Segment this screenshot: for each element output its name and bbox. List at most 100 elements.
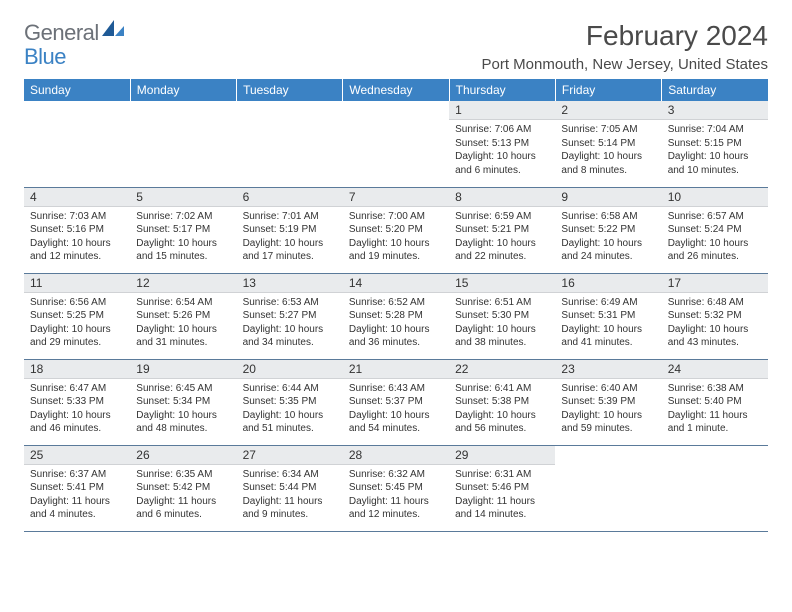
daylight-text: Daylight: 11 hours and 4 minutes. (30, 495, 124, 522)
day-content: Sunrise: 7:05 AMSunset: 5:14 PMDaylight:… (555, 120, 661, 181)
daylight-text: Daylight: 10 hours and 26 minutes. (668, 237, 762, 264)
daylight-text: Daylight: 10 hours and 22 minutes. (455, 237, 549, 264)
daylight-text: Daylight: 10 hours and 46 minutes. (30, 409, 124, 436)
calendar-cell: . (555, 445, 661, 531)
day-number: 21 (343, 360, 449, 379)
sunrise-text: Sunrise: 6:35 AM (136, 468, 230, 482)
sunset-text: Sunset: 5:42 PM (136, 481, 230, 495)
daylight-text: Daylight: 10 hours and 41 minutes. (561, 323, 655, 350)
day-content: Sunrise: 6:43 AMSunset: 5:37 PMDaylight:… (343, 379, 449, 440)
calendar-cell: 19Sunrise: 6:45 AMSunset: 5:34 PMDayligh… (130, 359, 236, 445)
weekday-header: Saturday (662, 79, 768, 101)
weekday-header: Wednesday (343, 79, 449, 101)
sunrise-text: Sunrise: 6:56 AM (30, 296, 124, 310)
day-number: 14 (343, 274, 449, 293)
daylight-text: Daylight: 10 hours and 17 minutes. (243, 237, 337, 264)
calendar-cell: 4Sunrise: 7:03 AMSunset: 5:16 PMDaylight… (24, 187, 130, 273)
sunset-text: Sunset: 5:14 PM (561, 137, 655, 151)
calendar-cell: 24Sunrise: 6:38 AMSunset: 5:40 PMDayligh… (662, 359, 768, 445)
calendar-cell: 12Sunrise: 6:54 AMSunset: 5:26 PMDayligh… (130, 273, 236, 359)
sunset-text: Sunset: 5:45 PM (349, 481, 443, 495)
sunrise-text: Sunrise: 6:38 AM (668, 382, 762, 396)
day-content: Sunrise: 6:48 AMSunset: 5:32 PMDaylight:… (662, 293, 768, 354)
daylight-text: Daylight: 10 hours and 8 minutes. (561, 150, 655, 177)
day-number: 29 (449, 446, 555, 465)
sunrise-text: Sunrise: 6:57 AM (668, 210, 762, 224)
sunrise-text: Sunrise: 6:45 AM (136, 382, 230, 396)
calendar-week-row: 25Sunrise: 6:37 AMSunset: 5:41 PMDayligh… (24, 445, 768, 531)
sunrise-text: Sunrise: 6:58 AM (561, 210, 655, 224)
calendar-week-row: 4Sunrise: 7:03 AMSunset: 5:16 PMDaylight… (24, 187, 768, 273)
day-number: 5 (130, 188, 236, 207)
weekday-header: Tuesday (237, 79, 343, 101)
calendar-cell: 15Sunrise: 6:51 AMSunset: 5:30 PMDayligh… (449, 273, 555, 359)
sunset-text: Sunset: 5:32 PM (668, 309, 762, 323)
sunset-text: Sunset: 5:15 PM (668, 137, 762, 151)
day-content: Sunrise: 6:54 AMSunset: 5:26 PMDaylight:… (130, 293, 236, 354)
day-number: 3 (662, 101, 768, 120)
day-number: 8 (449, 188, 555, 207)
day-content: Sunrise: 6:37 AMSunset: 5:41 PMDaylight:… (24, 465, 130, 526)
calendar-cell: 28Sunrise: 6:32 AMSunset: 5:45 PMDayligh… (343, 445, 449, 531)
day-number: 26 (130, 446, 236, 465)
day-number: 1 (449, 101, 555, 120)
day-number: 2 (555, 101, 661, 120)
day-content: Sunrise: 6:49 AMSunset: 5:31 PMDaylight:… (555, 293, 661, 354)
day-content: Sunrise: 6:34 AMSunset: 5:44 PMDaylight:… (237, 465, 343, 526)
calendar-cell: . (130, 101, 236, 187)
sunset-text: Sunset: 5:19 PM (243, 223, 337, 237)
calendar-week-row: 18Sunrise: 6:47 AMSunset: 5:33 PMDayligh… (24, 359, 768, 445)
calendar-cell: . (662, 445, 768, 531)
logo-text-general: General (24, 20, 99, 46)
sunrise-text: Sunrise: 6:40 AM (561, 382, 655, 396)
daylight-text: Daylight: 10 hours and 38 minutes. (455, 323, 549, 350)
sunrise-text: Sunrise: 6:53 AM (243, 296, 337, 310)
calendar-cell: . (24, 101, 130, 187)
sunrise-text: Sunrise: 6:44 AM (243, 382, 337, 396)
calendar-cell: 26 Sunrise: 6:35 AMSunset: 5:42 PMDayligh… (130, 445, 236, 531)
daylight-text: Daylight: 11 hours and 6 minutes. (136, 495, 230, 522)
calendar-cell: 11Sunrise: 6:56 AMSunset: 5:25 PMDayligh… (24, 273, 130, 359)
header: General February 2024 Port Monmouth, New… (24, 20, 768, 73)
sunrise-text: Sunrise: 7:02 AM (136, 210, 230, 224)
sunset-text: Sunset: 5:26 PM (136, 309, 230, 323)
calendar-cell: 10Sunrise: 6:57 AMSunset: 5:24 PMDayligh… (662, 187, 768, 273)
sunrise-text: Sunrise: 6:49 AM (561, 296, 655, 310)
day-number: 9 (555, 188, 661, 207)
day-content: Sunrise: 6:52 AMSunset: 5:28 PMDaylight:… (343, 293, 449, 354)
calendar-table: SundayMondayTuesdayWednesdayThursdayFrid… (24, 79, 768, 532)
sunset-text: Sunset: 5:17 PM (136, 223, 230, 237)
sunset-text: Sunset: 5:41 PM (30, 481, 124, 495)
daylight-text: Daylight: 11 hours and 12 minutes. (349, 495, 443, 522)
day-number: 6 (237, 188, 343, 207)
daylight-text: Daylight: 10 hours and 24 minutes. (561, 237, 655, 264)
daylight-text: Daylight: 10 hours and 59 minutes. (561, 409, 655, 436)
sunset-text: Sunset: 5:33 PM (30, 395, 124, 409)
day-number: 13 (237, 274, 343, 293)
day-number: 15 (449, 274, 555, 293)
day-content: Sunrise: 6:47 AMSunset: 5:33 PMDaylight:… (24, 379, 130, 440)
sunrise-text: Sunrise: 6:54 AM (136, 296, 230, 310)
sunrise-text: Sunrise: 6:59 AM (455, 210, 549, 224)
calendar-cell: 9Sunrise: 6:58 AMSunset: 5:22 PMDaylight… (555, 187, 661, 273)
sunset-text: Sunset: 5:25 PM (30, 309, 124, 323)
calendar-cell: 22Sunrise: 6:41 AMSunset: 5:38 PMDayligh… (449, 359, 555, 445)
sunset-text: Sunset: 5:46 PM (455, 481, 549, 495)
sunrise-text: Sunrise: 7:05 AM (561, 123, 655, 137)
day-number: 23 (555, 360, 661, 379)
sunrise-text: Sunrise: 6:32 AM (349, 468, 443, 482)
sunset-text: Sunset: 5:39 PM (561, 395, 655, 409)
calendar-header-row: SundayMondayTuesdayWednesdayThursdayFrid… (24, 79, 768, 101)
daylight-text: Daylight: 10 hours and 31 minutes. (136, 323, 230, 350)
location: Port Monmouth, New Jersey, United States (481, 56, 768, 73)
weekday-header: Friday (555, 79, 661, 101)
day-content: Sunrise: 6:45 AMSunset: 5:34 PMDaylight:… (130, 379, 236, 440)
calendar-cell: 2Sunrise: 7:05 AMSunset: 5:14 PMDaylight… (555, 101, 661, 187)
daylight-text: Daylight: 10 hours and 19 minutes. (349, 237, 443, 264)
day-content: Sunrise: 6:51 AMSunset: 5:30 PMDaylight:… (449, 293, 555, 354)
calendar-cell: 27Sunrise: 6:34 AMSunset: 5:44 PMDayligh… (237, 445, 343, 531)
sunset-text: Sunset: 5:21 PM (455, 223, 549, 237)
day-content: Sunrise: 6:57 AMSunset: 5:24 PMDaylight:… (662, 207, 768, 268)
day-number: 16 (555, 274, 661, 293)
day-content: Sunrise: 7:00 AMSunset: 5:20 PMDaylight:… (343, 207, 449, 268)
